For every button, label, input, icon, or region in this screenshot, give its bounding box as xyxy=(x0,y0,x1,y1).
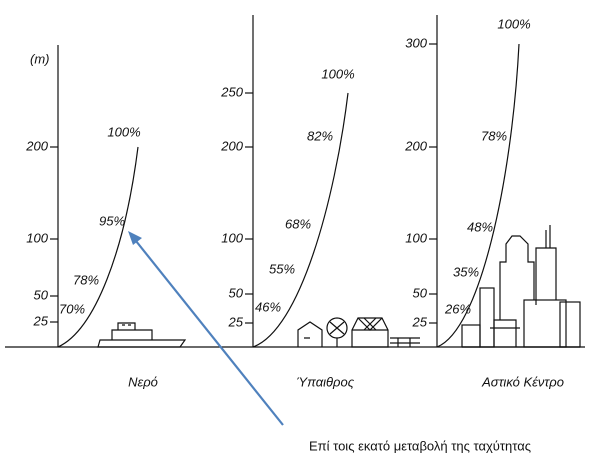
terrain-label: Νερό xyxy=(128,374,158,389)
diagram: (m) Επί τοις εκατό μεταβολή της ταχύτητα… xyxy=(0,0,596,457)
countryside-icons xyxy=(298,318,420,347)
curve-label: 35% xyxy=(453,264,479,279)
curve-label: 82% xyxy=(307,128,333,143)
city-icon xyxy=(462,225,580,347)
wind-profile-curve xyxy=(58,147,138,347)
curve-label: 95% xyxy=(99,213,125,228)
axis-label: 100 xyxy=(405,230,427,245)
axis-label: 25 xyxy=(412,314,428,329)
axis-label: 25 xyxy=(228,314,244,329)
axis-label: 200 xyxy=(25,138,48,153)
axis-label: 50 xyxy=(229,285,244,300)
curve-label: 100% xyxy=(107,124,140,139)
axis-label: 100 xyxy=(221,230,243,245)
curve-label: 100% xyxy=(497,16,530,31)
axis-label: 50 xyxy=(34,287,49,302)
curve-label: 48% xyxy=(467,219,493,234)
axis-label: 100 xyxy=(26,230,48,245)
curve-label: 78% xyxy=(73,272,99,287)
unit-label: (m) xyxy=(30,51,50,66)
axis-label: 50 xyxy=(413,285,428,300)
curve-label: 78% xyxy=(481,128,507,143)
curve-label: 26% xyxy=(444,301,471,316)
boat-icon xyxy=(98,323,185,347)
curve-label: 55% xyxy=(269,261,295,276)
axis-label: 25 xyxy=(33,313,49,328)
axis-label: 250 xyxy=(220,84,243,99)
axis-label: 300 xyxy=(405,35,427,50)
caption: Επί τοις εκατό μεταβολή της ταχύτητας xyxy=(309,438,531,453)
terrain-label: Ύπαιθρος xyxy=(296,374,355,389)
curve-label: 46% xyxy=(255,299,281,314)
curve-label: 70% xyxy=(59,301,85,316)
curve-label: 100% xyxy=(321,66,354,81)
axis-label: 200 xyxy=(220,138,243,153)
axis-label: 200 xyxy=(404,138,427,153)
arrow xyxy=(128,231,283,425)
terrain-label: Αστικό Κέντρο xyxy=(481,374,564,389)
curve-label: 68% xyxy=(285,216,311,231)
